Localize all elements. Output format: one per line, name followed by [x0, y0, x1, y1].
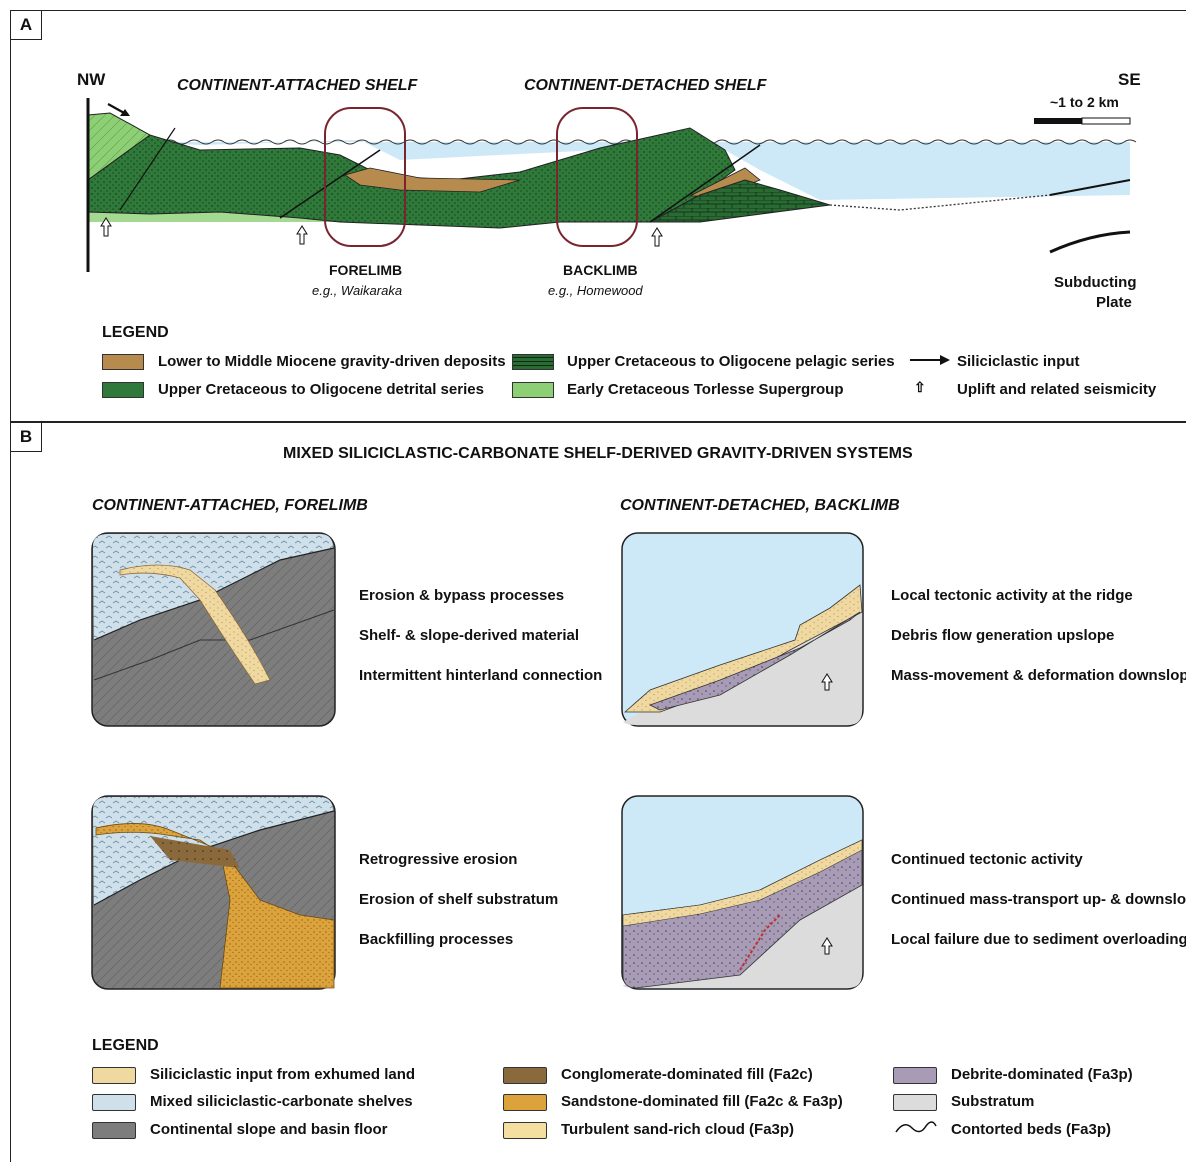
- scale-bar-black: [1034, 118, 1082, 124]
- legend-b-item-9: Contorted beds (Fa3p): [951, 1121, 1111, 1138]
- swatch-miocene: [102, 354, 144, 370]
- subducting-label-2: Plate: [1096, 294, 1132, 311]
- legend-b-item-3: Continental slope and basin floor: [150, 1121, 388, 1138]
- rb-text-1: Continued tectonic activity: [891, 851, 1083, 868]
- backlimb-example: e.g., Homewood: [548, 283, 643, 298]
- rt-text-2: Debris flow generation upslope: [891, 627, 1115, 644]
- arrow-legend-head: [940, 355, 950, 365]
- subduction-plate: [1049, 230, 1131, 254]
- nw-label: NW: [77, 70, 106, 89]
- legend-a-item-4: Early Cretaceous Torlesse Supergroup: [567, 381, 844, 398]
- scale-label: ~1 to 2 km: [1050, 94, 1119, 110]
- legend-b-item-7: Debrite-dominated (Fa3p): [951, 1066, 1133, 1083]
- rt-text-1: Local tectonic activity at the ridge: [891, 587, 1133, 604]
- swatch-debrite: [893, 1067, 937, 1084]
- panel-b-frame: [10, 422, 1186, 1162]
- swatch-conglomerate: [503, 1067, 547, 1084]
- fault-backlimb: [649, 144, 761, 223]
- uplift-arrow-3: [651, 227, 663, 247]
- backlimb-outline: [556, 107, 638, 247]
- lt-text-1: Erosion & bypass processes: [359, 587, 565, 604]
- panel-b-title: MIXED SILICICLASTIC-CARBONATE SHELF-DERI…: [283, 445, 913, 462]
- legend-a-title: LEGEND: [102, 324, 169, 341]
- diagram-attached-1: [91, 532, 336, 727]
- lb-text-3: Backfilling processes: [359, 931, 514, 948]
- legend-b-title: LEGEND: [92, 1037, 159, 1054]
- swatch-siliciclastic: [92, 1067, 136, 1084]
- rt-text-3: Mass-movement & deformation downslope: [891, 667, 1186, 684]
- swatch-sand-cloud: [503, 1122, 547, 1139]
- fault-forelimb: [279, 149, 381, 219]
- fault-nw: [119, 127, 176, 211]
- legend-b-item-5: Sandstone-dominated fill (Fa2c & Fa3p): [561, 1093, 843, 1110]
- rb-text-2: Continued mass-transport up- & downslope: [891, 891, 1186, 908]
- se-label: SE: [1118, 70, 1141, 89]
- swatch-torlesse: [512, 382, 554, 398]
- forelimb-label: FORELIMB: [329, 262, 403, 278]
- lt-text-2: Shelf- & slope-derived material: [359, 627, 580, 644]
- right-heading: CONTINENT-DETACHED, BACKLIMB: [620, 497, 900, 514]
- legend-a-item-5: Siliciclastic input: [957, 353, 1080, 370]
- swatch-slope: [92, 1122, 136, 1139]
- swatch-shelves: [92, 1094, 136, 1111]
- legend-b-item-8: Substratum: [951, 1093, 1035, 1110]
- swatch-pelagic: [512, 354, 554, 370]
- diagram-detached-1: [621, 532, 864, 727]
- backlimb-label: BACKLIMB: [563, 262, 638, 278]
- diagram-detached-2: [621, 795, 864, 990]
- panel-a-frame: [10, 10, 1186, 422]
- legend-b-item-1: Siliciclastic input from exhumed land: [150, 1066, 416, 1083]
- scale-bar-white: [1081, 117, 1131, 125]
- swatch-detrital: [102, 382, 144, 398]
- left-heading: CONTINENT-ATTACHED, FORELIMB: [92, 497, 368, 514]
- swatch-substratum: [893, 1094, 937, 1111]
- legend-a-item-2: Upper Cretaceous to Oligocene detrital s…: [158, 381, 484, 398]
- legend-a-item-1: Lower to Middle Miocene gravity-driven d…: [158, 353, 506, 370]
- forelimb-outline: [324, 107, 406, 247]
- legend-b-item-4: Conglomerate-dominated fill (Fa2c): [561, 1066, 813, 1083]
- uplift-arrow-1: [100, 217, 112, 237]
- subducting-label-1: Subducting: [1054, 274, 1137, 291]
- pelagic-block: [649, 179, 831, 223]
- rb-text-3: Local failure due to sediment overloadin…: [891, 931, 1186, 948]
- legend-b-item-6: Turbulent sand-rich cloud (Fa3p): [561, 1121, 795, 1138]
- miocene-forelimb: [344, 167, 521, 193]
- diagram-attached-2: [91, 795, 336, 990]
- arrow-legend-icon: [910, 359, 944, 361]
- lb-text-2: Erosion of shelf substratum: [359, 891, 559, 908]
- lt-text-3: Intermittent hinterland connection: [359, 667, 603, 684]
- uplift-arrow-2: [296, 225, 308, 245]
- attached-shelf-label: CONTINENT-ATTACHED SHELF: [177, 77, 418, 94]
- panel-b-tag: B: [10, 422, 42, 452]
- legend-a-item-3: Upper Cretaceous to Oligocene pelagic se…: [567, 353, 895, 370]
- input-arrowhead: [120, 109, 130, 116]
- legend-b-item-2: Mixed siliciclastic-carbonate shelves: [150, 1093, 413, 1110]
- panel-a-tag: A: [10, 10, 42, 40]
- detached-shelf-label: CONTINENT-DETACHED SHELF: [524, 77, 767, 94]
- lb-text-1: Retrogressive erosion: [359, 851, 518, 868]
- sea-water: [140, 130, 1130, 200]
- legend-a-item-6: Uplift and related seismicity: [957, 381, 1157, 398]
- uplift-legend-icon: ⇧: [914, 379, 926, 395]
- forelimb-example: e.g., Waikaraka: [312, 283, 403, 298]
- swatch-sandstone: [503, 1094, 547, 1111]
- seafloor-solid: [1049, 179, 1131, 196]
